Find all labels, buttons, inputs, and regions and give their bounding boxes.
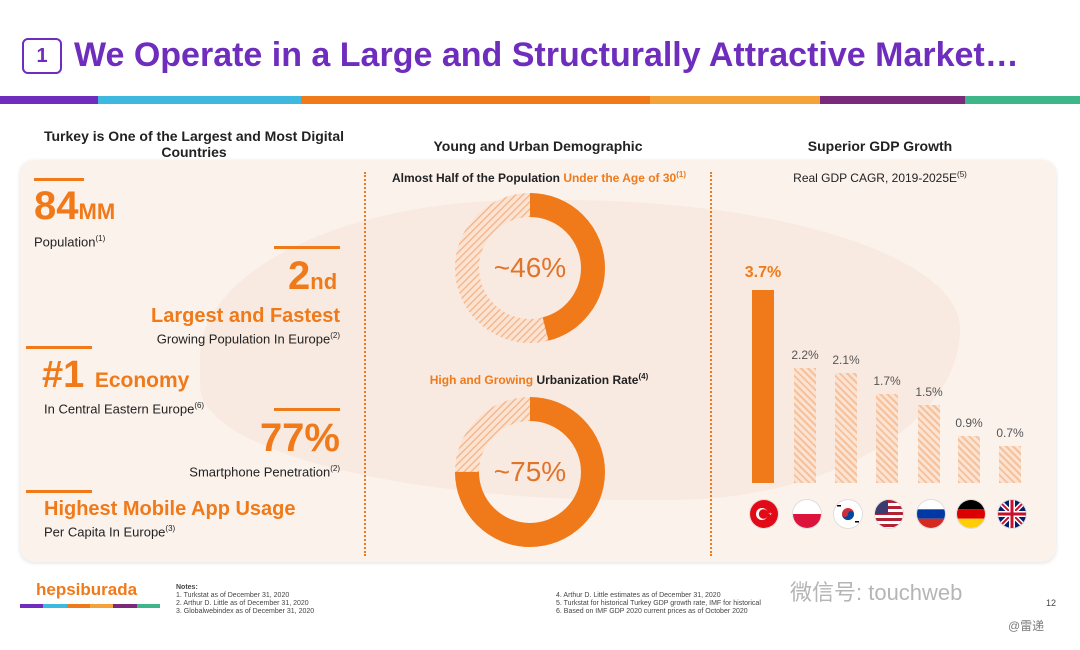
stat-population: 84MM <box>34 184 116 228</box>
stat4-rule <box>274 408 340 411</box>
donut2-value: ~75% <box>493 456 567 487</box>
stat-smartphone: 77% <box>259 416 340 460</box>
stat-rank-label: Growing Population In Europe(2) <box>156 331 340 347</box>
stat1-rule <box>34 178 84 181</box>
watermark-handle: @雷递 <box>1008 619 1045 633</box>
donut1-arc <box>455 193 605 343</box>
flag-south-korea-icon <box>834 500 862 528</box>
slide-title: We Operate in a Large and Structurally A… <box>74 36 1019 74</box>
stat-economy: #1 Economy <box>42 354 190 396</box>
bar-label: 1.7% <box>873 374 901 389</box>
divider-1 <box>364 172 366 556</box>
col1-heading: Turkey is One of the Largest and Most Di… <box>43 128 344 160</box>
col2-heading: Young and Urban Demographic <box>433 138 643 154</box>
bar-label: 2.2% <box>791 348 819 363</box>
stat-economy-label: In Central Eastern Europe(6) <box>44 401 205 417</box>
bar-label: 1.5% <box>915 384 943 399</box>
col3-heading: Superior GDP Growth <box>807 138 953 154</box>
bar-label: 2.1% <box>832 353 860 368</box>
stat2-rule <box>274 246 340 249</box>
chart-subtitle: Real GDP CAGR, 2019-2025E(5) <box>793 170 967 185</box>
stat-rank: 2nd <box>288 254 338 298</box>
donut2-label: High and Growing Urbanization Rate(4) <box>429 372 649 387</box>
notes-right: 4. Arthur D. Little estimates as of Dece… <box>556 592 761 615</box>
flag-uk-icon <box>998 500 1026 528</box>
flag-usa-icon <box>875 500 903 528</box>
stat-population-label: Population(1) <box>34 234 106 250</box>
hepsiburada-logo: hepsiburada <box>36 580 138 599</box>
donut2-arc <box>455 397 605 547</box>
notes-left: Notes: 1. Turkstat as of December 31, 20… <box>176 584 315 615</box>
divider-2 <box>710 172 712 556</box>
flag-turkey-icon <box>750 500 778 528</box>
donut-urbanization <box>455 397 605 547</box>
bar-germany <box>958 436 980 483</box>
logo-color-bar <box>20 604 160 608</box>
stat-rank-headline: Largest and Fastest <box>151 305 340 327</box>
stat-mobile-headline: Highest Mobile App Usage <box>44 498 296 520</box>
flag-russia-icon <box>917 500 945 528</box>
bar-south-korea <box>835 373 857 483</box>
bar-turkey <box>752 290 774 483</box>
bar-label: 3.7% <box>744 264 782 281</box>
bar-label: 0.9% <box>955 416 983 431</box>
slide-number-badge: 1 <box>22 38 62 74</box>
donut1-label: Almost Half of the Population Under the … <box>391 170 686 185</box>
bar-united-kingdom <box>999 446 1021 483</box>
donut-under-30 <box>455 193 605 343</box>
page-number: 12 <box>1046 598 1057 608</box>
stat-smartphone-label: Smartphone Penetration(2) <box>189 464 340 480</box>
stat3-rule <box>26 346 92 349</box>
flag-germany-icon <box>957 500 985 528</box>
bar-label: 0.7% <box>996 426 1024 441</box>
bar-russia <box>918 404 940 483</box>
stat5-rule <box>26 490 92 493</box>
donut1-value: ~46% <box>493 252 567 283</box>
color-stripe <box>0 96 1080 104</box>
bar-poland <box>794 368 816 483</box>
flag-poland-icon <box>793 500 821 528</box>
watermark: 微信号: touchweb <box>790 580 963 605</box>
bar-united-states <box>876 394 898 483</box>
stat-mobile-label: Per Capita In Europe(3) <box>44 524 176 540</box>
